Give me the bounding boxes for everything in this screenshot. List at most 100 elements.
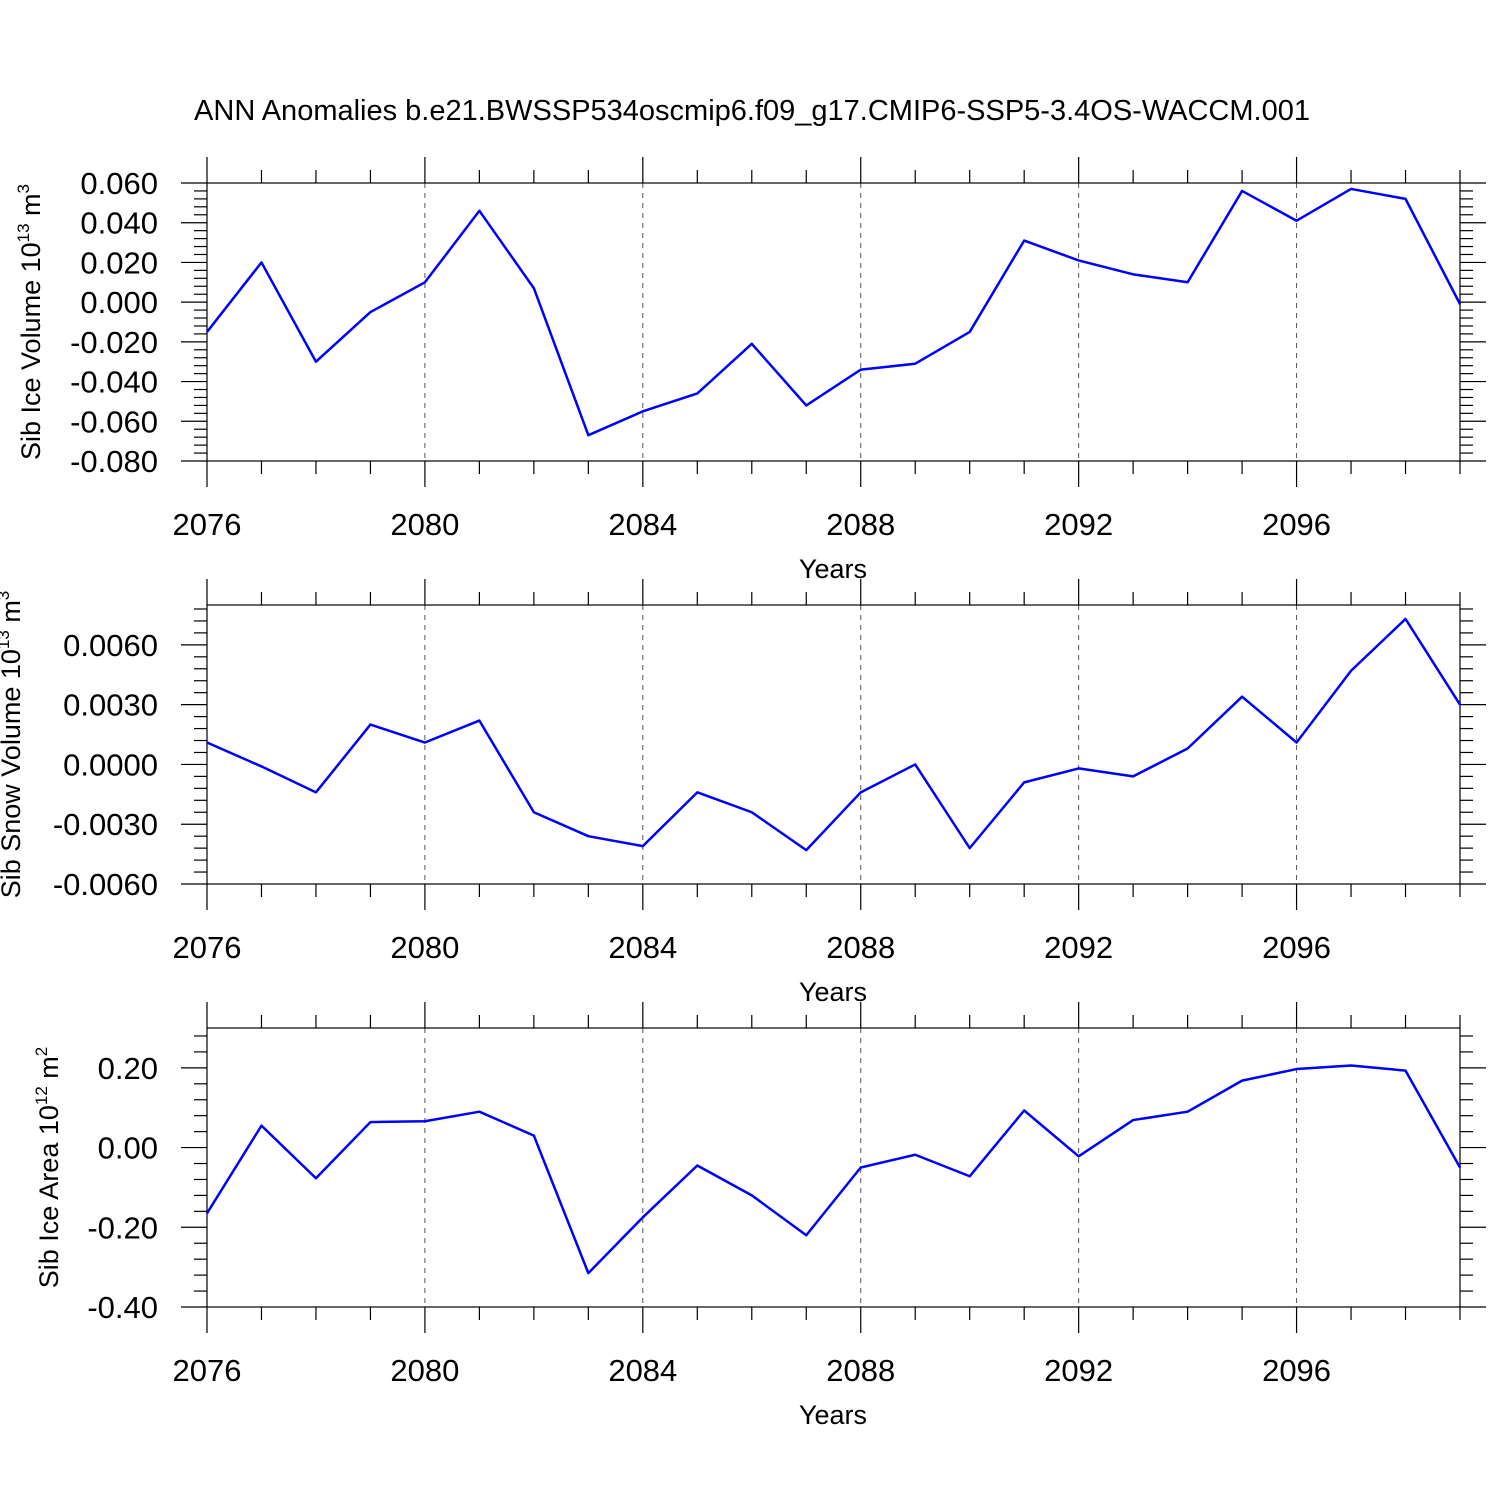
data-point	[315, 791, 317, 794]
y-tick-label: 0.020	[80, 245, 158, 280]
y-axis-title-exponent: 13	[0, 630, 13, 649]
x-tick-label: 2092	[1044, 1353, 1113, 1388]
x-tick-label: 2080	[390, 507, 459, 542]
data-point	[1132, 1119, 1134, 1121]
data-point	[968, 847, 971, 849]
data-point	[805, 404, 808, 407]
data-point	[587, 434, 590, 436]
x-tick-label: 2076	[173, 1353, 242, 1388]
data-point	[914, 1153, 917, 1156]
data-point	[369, 1121, 372, 1123]
y-tick-label: -0.020	[70, 325, 158, 360]
x-tick-label: 2092	[1044, 507, 1113, 542]
y-axis-title-unit: m	[34, 1056, 64, 1086]
y-axis-title-text: Sib Snow Volume 10	[0, 649, 26, 898]
data-point	[859, 368, 862, 371]
data-point	[478, 1110, 481, 1113]
x-tick-label: 2088	[826, 1353, 895, 1388]
data-point	[696, 791, 699, 794]
data-point	[1023, 781, 1025, 784]
data-point	[696, 1164, 699, 1167]
y-tick-label: 0.0000	[63, 747, 158, 782]
y-tick-label: -0.40	[87, 1290, 158, 1325]
data-point	[533, 1134, 535, 1137]
x-tick-label: 2096	[1262, 507, 1331, 542]
data-point	[914, 362, 917, 365]
y-axis-title-unit-exponent: 3	[0, 591, 13, 600]
series-line-1	[206, 187, 1462, 437]
x-tick-label: 2092	[1044, 930, 1113, 965]
data-point	[478, 210, 481, 212]
y-axis-title-exponent: 12	[32, 1086, 51, 1105]
data-point	[1459, 1166, 1461, 1169]
y-tick-label: 0.0030	[63, 688, 158, 723]
data-point	[1023, 1109, 1025, 1112]
series-line-1	[205, 1064, 1462, 1275]
data-point	[968, 1175, 971, 1178]
data-point	[1023, 239, 1025, 242]
data-point	[1077, 767, 1080, 770]
data-point	[424, 741, 426, 744]
data-point	[914, 763, 917, 766]
data-point	[968, 331, 971, 333]
data-point	[206, 741, 208, 744]
y-axis-title: Sib Snow Volume 1013 m3	[0, 591, 26, 899]
y-tick-label: 0.060	[80, 166, 158, 201]
y-tick-label: -0.0060	[53, 867, 158, 902]
data-point	[1404, 618, 1407, 620]
data-point	[424, 1120, 426, 1123]
chart-panel-1: -0.080 -0.060 -0.040 -0.020 0.000 0.020 0.040 0…	[14, 157, 1486, 584]
data-point	[1459, 303, 1461, 305]
data-point	[859, 791, 862, 794]
data-point	[1350, 1064, 1352, 1067]
data-point	[805, 1234, 808, 1237]
data-point	[369, 311, 372, 313]
data-point	[1077, 259, 1080, 262]
y-axis-title-unit-exponent: 3	[14, 184, 33, 193]
y-axis-title: Sib Ice Area 1012 m2	[32, 1047, 64, 1289]
x-axis-title: Years	[799, 1400, 867, 1430]
data-point	[642, 410, 644, 413]
y-tick-label: 0.000	[80, 285, 158, 320]
data-point	[206, 1212, 208, 1215]
x-tick-label: 2084	[608, 507, 677, 542]
figure-title: ANN Anomalies b.e21.BWSSP534oscmip6.f09_…	[194, 95, 1310, 127]
y-tick-label: 0.0060	[63, 628, 158, 663]
data-point	[1295, 741, 1298, 744]
data-point	[1077, 1155, 1080, 1158]
y-tick-label: -0.060	[70, 404, 158, 439]
data-point	[1295, 1068, 1298, 1070]
x-axis-title: Years	[799, 554, 867, 584]
data-point	[587, 835, 590, 837]
data-point	[1295, 219, 1298, 222]
data-point	[1186, 747, 1189, 750]
data-point	[642, 845, 644, 847]
y-tick-label: 0.20	[98, 1051, 158, 1086]
y-axis-title-unit-exponent: 2	[32, 1047, 51, 1056]
data-point	[1404, 1069, 1407, 1072]
x-axis-title: Years	[799, 977, 867, 1007]
data-point	[315, 360, 317, 363]
data-point	[478, 719, 481, 722]
data-point	[805, 849, 808, 851]
y-tick-label: 0.040	[80, 206, 158, 241]
data-point	[750, 811, 753, 814]
data-point	[750, 343, 753, 345]
data-point	[1241, 695, 1243, 698]
data-point	[587, 1272, 590, 1274]
x-tick-label: 2076	[173, 930, 242, 965]
y-axis-title-text: Sib Ice Area 10	[34, 1105, 64, 1288]
data-point	[1404, 198, 1407, 200]
data-point	[1186, 1110, 1189, 1113]
data-point	[369, 723, 372, 726]
data-point	[533, 287, 535, 290]
panels-container: -0.080 -0.060 -0.040 -0.020 0.000 0.020 0.040 0…	[0, 157, 1486, 1430]
data-point	[206, 331, 208, 333]
data-point	[696, 392, 699, 395]
data-point	[533, 811, 535, 814]
y-axis-title-text: Sib Ice Volume 10	[16, 242, 46, 460]
y-tick-label: 0.00	[98, 1131, 158, 1166]
y-axis-title-exponent: 13	[14, 223, 33, 242]
